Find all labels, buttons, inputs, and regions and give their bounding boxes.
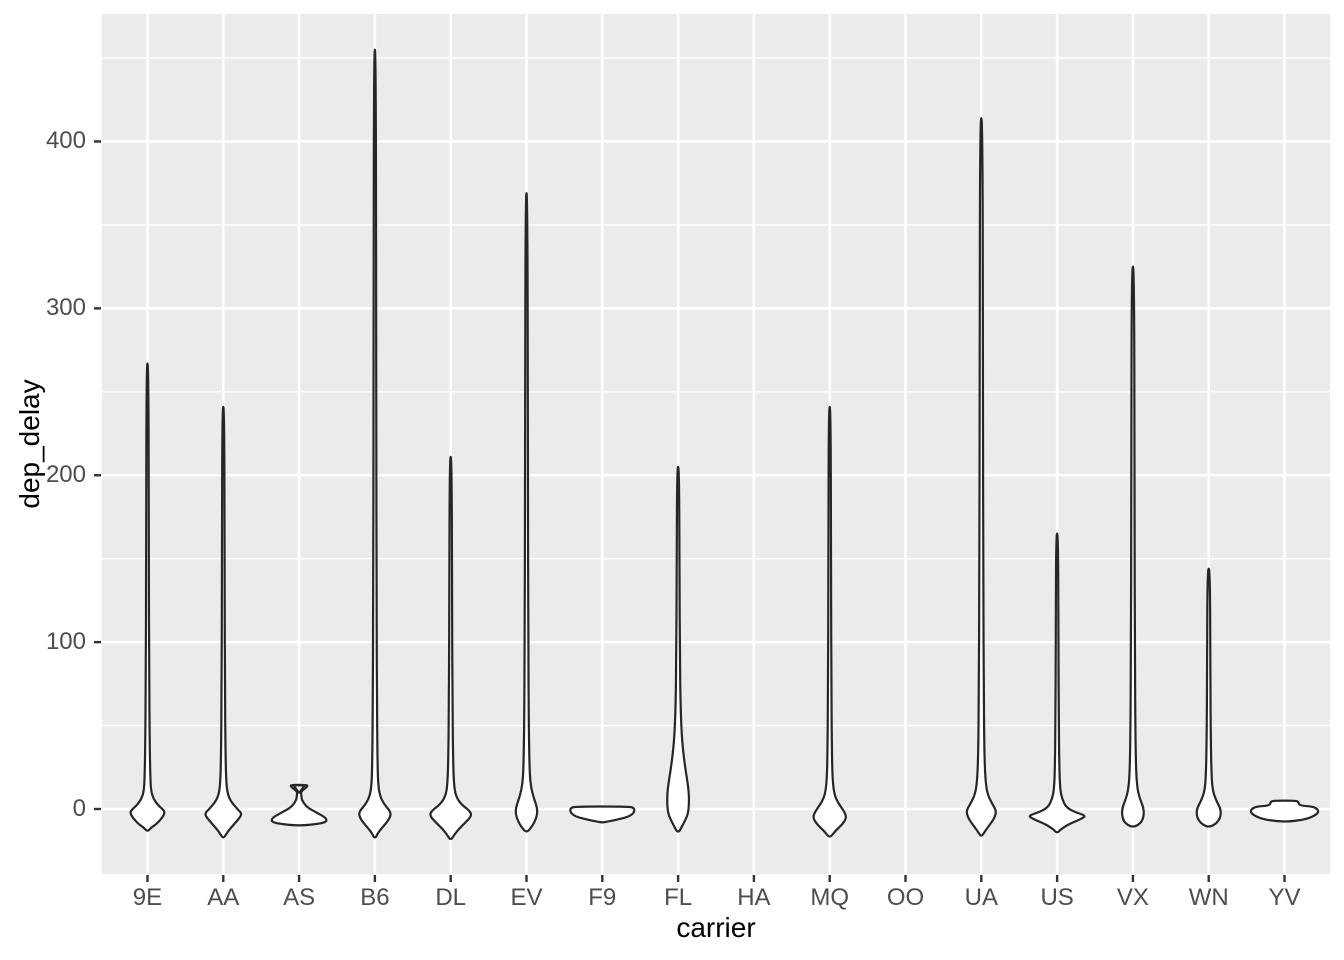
x-tick-label-US: US	[1040, 884, 1074, 911]
violin-AA	[204, 405, 243, 839]
y-tick-label-200: 200	[45, 461, 86, 489]
violin-FL	[666, 465, 691, 833]
violin-UA	[965, 117, 997, 837]
x-axis-title: carrier	[676, 912, 756, 943]
violin-notch-AS	[292, 784, 306, 794]
y-tick-label-300: 300	[45, 294, 86, 322]
y-tick-label-400: 400	[45, 127, 86, 155]
x-tick-label-UA: UA	[964, 884, 998, 911]
x-tick-label-FL: FL	[664, 884, 693, 911]
x-tick-label-HA: HA	[737, 884, 771, 911]
violin-F9	[569, 805, 636, 824]
y-tick-label-100: 100	[45, 628, 86, 656]
x-tick-label-VX: VX	[1116, 884, 1149, 911]
violin-B6	[358, 48, 392, 839]
x-tick-label-9E: 9E	[132, 884, 163, 911]
x-tick-label-EV: EV	[510, 884, 543, 911]
x-tick-label-YV: YV	[1268, 884, 1301, 911]
x-tick-label-AA: AA	[207, 884, 240, 911]
violin-US	[1028, 532, 1086, 834]
y-tick-label-0: 0	[72, 795, 86, 822]
violin-WN	[1195, 567, 1222, 828]
violin-9E	[129, 362, 166, 832]
x-tick-label-F9: F9	[588, 884, 617, 911]
x-tick-label-B6: B6	[360, 884, 390, 911]
violin-DL	[429, 455, 473, 841]
x-tick-label-DL: DL	[435, 884, 467, 911]
x-tick-label-AS: AS	[283, 884, 316, 911]
x-tick-label-OO: OO	[886, 884, 925, 911]
y-axis-title: dep_delay	[14, 379, 45, 509]
violin-MQ	[812, 405, 847, 838]
violin-VX	[1120, 265, 1145, 828]
violin-AS	[270, 783, 328, 827]
x-tick-label-MQ: MQ	[810, 884, 850, 911]
violin-EV	[514, 192, 539, 833]
x-tick-label-WN: WN	[1188, 884, 1229, 911]
violin-YV	[1249, 799, 1320, 823]
plot-panel	[102, 14, 1330, 874]
